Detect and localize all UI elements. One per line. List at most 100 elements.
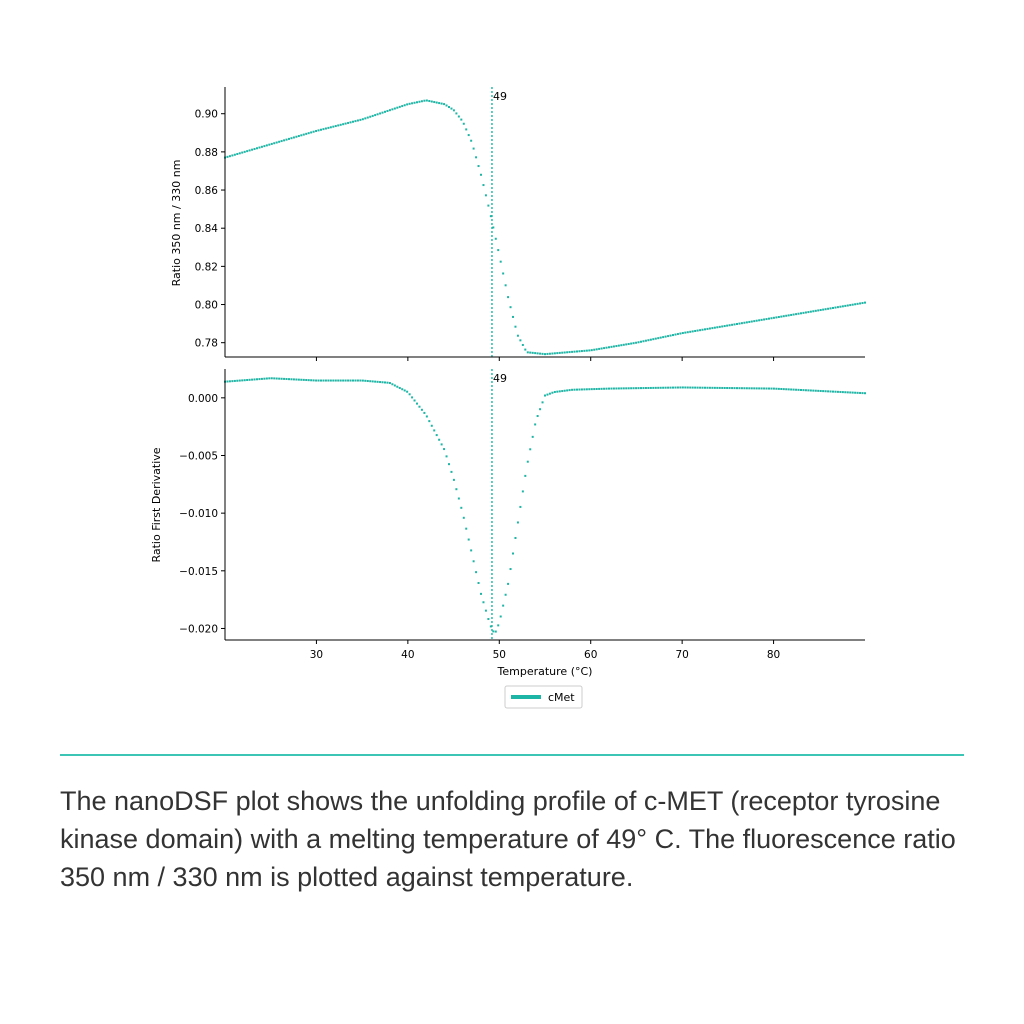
- data-point: [548, 392, 551, 395]
- data-point: [440, 443, 443, 446]
- data-point: [622, 343, 625, 346]
- data-point: [748, 387, 751, 390]
- data-point: [763, 318, 766, 321]
- data-point: [595, 348, 598, 351]
- data-point: [740, 387, 743, 390]
- y-tick-label: 0.90: [195, 109, 218, 121]
- data-point: [674, 333, 677, 336]
- data-point: [736, 322, 738, 325]
- data-point: [452, 478, 455, 481]
- data-point: [585, 349, 588, 352]
- data-point: [568, 389, 571, 392]
- data-point: [391, 108, 394, 111]
- data-point: [689, 386, 692, 389]
- data-point: [241, 151, 244, 154]
- data-point: [502, 604, 505, 607]
- data-point: [531, 351, 534, 354]
- data-point: [691, 386, 694, 389]
- data-point: [361, 379, 364, 382]
- data-point: [851, 303, 854, 306]
- data-point: [497, 624, 500, 627]
- data-point: [635, 387, 638, 390]
- data-point: [731, 387, 734, 390]
- data-point: [561, 390, 564, 393]
- data-point: [327, 126, 330, 129]
- data-point: [482, 601, 485, 604]
- data-point: [531, 435, 534, 438]
- data-point: [352, 379, 354, 382]
- y-tick-label: 0.88: [195, 147, 218, 159]
- data-point: [300, 378, 303, 381]
- data-point: [529, 448, 532, 451]
- data-point: [524, 348, 527, 351]
- data-point: [484, 194, 487, 197]
- data-point: [322, 128, 325, 131]
- data-point: [708, 386, 711, 389]
- data-point: [295, 378, 298, 381]
- data-point: [231, 380, 234, 383]
- data-point: [667, 386, 670, 389]
- data-point: [290, 137, 293, 140]
- data-point: [465, 527, 468, 530]
- data-point: [841, 305, 844, 308]
- data-point: [674, 386, 677, 389]
- data-point: [534, 352, 537, 355]
- data-point: [659, 386, 662, 389]
- data-point: [689, 330, 692, 333]
- data-point: [455, 488, 458, 491]
- data-point: [642, 387, 645, 390]
- data-point: [438, 102, 441, 105]
- derivative-panel-ylabel: Ratio First Derivative: [150, 447, 163, 562]
- data-point: [406, 390, 409, 393]
- data-point: [228, 380, 231, 383]
- data-point: [708, 327, 711, 330]
- data-point: [792, 388, 795, 391]
- data-point: [772, 387, 775, 390]
- data-point: [317, 129, 320, 132]
- data-point: [381, 111, 384, 114]
- data-point: [359, 379, 362, 382]
- data-point: [760, 387, 763, 390]
- data-point: [676, 333, 679, 336]
- data-point: [723, 386, 726, 389]
- data-point: [433, 429, 436, 432]
- data-point: [632, 387, 635, 390]
- data-point: [502, 272, 505, 275]
- data-point: [236, 153, 239, 156]
- data-point: [312, 379, 315, 382]
- data-point: [556, 390, 559, 393]
- data-point: [748, 320, 751, 323]
- data-point: [315, 379, 318, 382]
- data-point: [775, 316, 778, 319]
- data-point: [322, 379, 325, 382]
- x-tick-label: 40: [401, 649, 414, 661]
- data-point: [278, 140, 281, 143]
- data-point: [590, 349, 593, 352]
- data-point: [807, 389, 810, 392]
- data-point: [768, 387, 770, 390]
- data-point: [745, 387, 748, 390]
- data-point: [755, 387, 758, 390]
- data-point: [583, 349, 586, 352]
- data-point: [782, 388, 785, 391]
- data-point: [701, 386, 704, 389]
- data-point: [718, 325, 721, 328]
- data-point: [704, 328, 706, 331]
- data-point: [307, 379, 310, 382]
- data-point: [809, 389, 812, 392]
- data-point: [283, 377, 286, 380]
- data-point: [576, 350, 578, 353]
- data-point: [681, 332, 684, 335]
- data-point: [344, 122, 347, 125]
- data-point: [512, 315, 514, 318]
- data-point: [859, 302, 862, 305]
- data-point: [283, 139, 286, 142]
- data-point: [480, 592, 482, 595]
- data-point: [647, 339, 650, 342]
- data-point: [804, 311, 807, 314]
- data-point: [844, 391, 847, 394]
- data-point: [354, 379, 357, 382]
- data-point: [356, 119, 359, 122]
- data-point: [812, 310, 815, 313]
- data-point: [499, 615, 502, 618]
